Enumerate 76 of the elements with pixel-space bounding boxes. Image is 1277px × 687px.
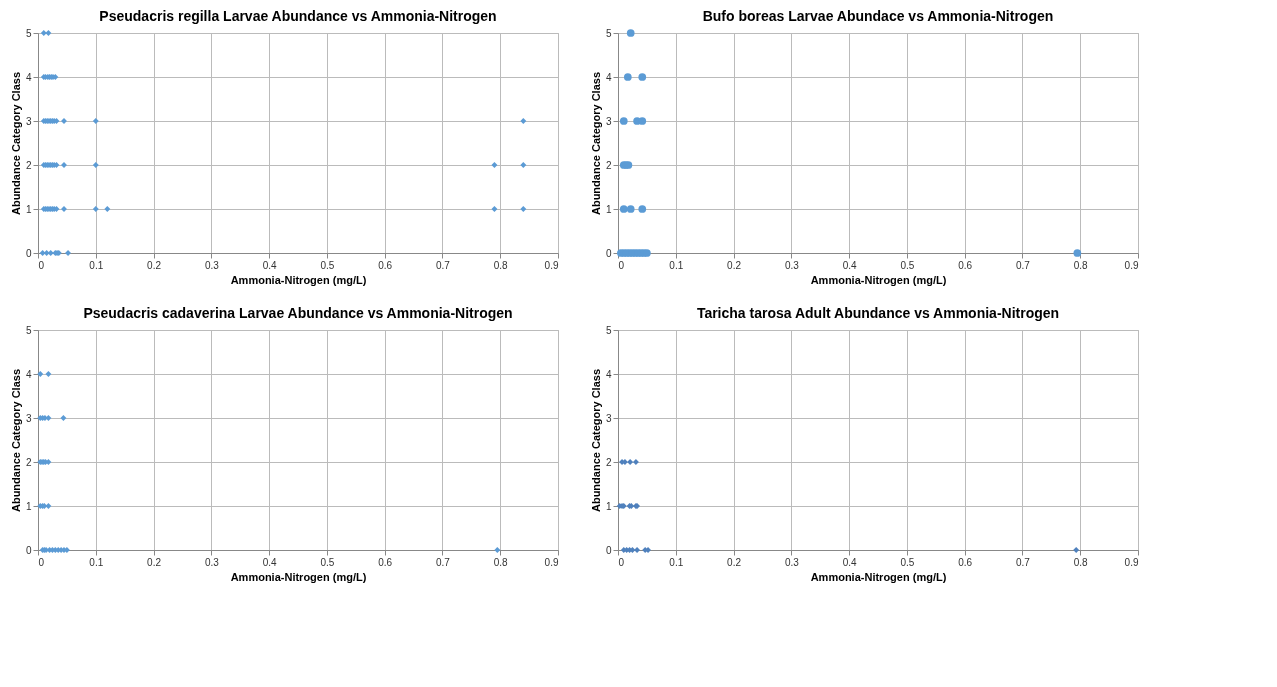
x-tick-label: 0.3	[784, 556, 800, 568]
x-axis-title: Ammonia-Nitrogen (mg/L)	[810, 273, 947, 286]
y-tick-label: 5	[605, 27, 612, 39]
x-tick-label: 0.3	[784, 259, 800, 271]
y-tick-label: 5	[25, 27, 32, 39]
y-tick-label: 5	[605, 324, 612, 336]
y-tick-label: 3	[605, 412, 612, 424]
x-tick-label: 0.3	[204, 259, 220, 271]
x-tick-label: 0.6	[958, 556, 973, 568]
x-axis-title: Ammonia-Nitrogen (mg/L)	[230, 273, 367, 286]
x-tick-label: 0.1	[89, 259, 104, 271]
chart-title: Pseudacris regilla Larvae Abundance vs Ammonia-Nitrogen	[99, 8, 497, 24]
x-tick-label: 0.9	[544, 259, 559, 271]
y-tick-label: 1	[605, 203, 612, 215]
x-tick-label: 0	[38, 556, 45, 568]
x-tick-label: 0.3	[204, 556, 220, 568]
x-tick-label: 0.2	[147, 259, 162, 271]
x-tick-label: 0.7	[435, 556, 451, 568]
y-tick-label: 4	[25, 368, 32, 380]
x-tick-label: 0.6	[958, 259, 973, 271]
x-tick-label: 0.7	[1015, 259, 1031, 271]
y-tick-label: 1	[605, 500, 612, 512]
y-tick-label: 4	[605, 71, 612, 83]
x-tick-label: 0.5	[320, 259, 335, 271]
x-tick-label: 0.2	[727, 556, 742, 568]
x-tick-label: 0.8	[1073, 259, 1089, 271]
x-tick-label: 0	[618, 556, 625, 568]
x-tick-label: 0	[38, 259, 45, 271]
x-tick-label: 0.8	[493, 259, 509, 271]
y-axis-title: Abundance Category Class	[9, 71, 22, 216]
x-tick-label: 0.7	[1015, 556, 1031, 568]
y-tick-label: 2	[25, 456, 32, 468]
y-axis-title: Abundance Category Class	[589, 71, 602, 216]
y-tick-label: 0	[25, 544, 32, 556]
x-tick-label: 0.6	[378, 556, 393, 568]
x-tick-label: 0.5	[900, 259, 915, 271]
chart-title: Bufo boreas Larvae Abundace vs Ammonia-Nitrogen	[702, 8, 1054, 24]
y-axis-title: Abundance Category Class	[9, 368, 22, 513]
y-tick-label: 2	[605, 456, 612, 468]
x-tick-label: 0.1	[89, 556, 104, 568]
x-tick-label: 0.2	[727, 259, 742, 271]
y-tick-label: 3	[605, 115, 612, 127]
x-tick-label: 0.2	[147, 556, 162, 568]
x-tick-label: 0.1	[669, 259, 684, 271]
x-tick-label: 0.7	[435, 259, 451, 271]
y-axis-title: Abundance Category Class	[589, 368, 602, 513]
y-tick-label: 2	[25, 159, 32, 171]
x-tick-label: 0.6	[378, 259, 393, 271]
y-tick-label: 5	[25, 324, 32, 336]
y-tick-label: 0	[605, 544, 612, 556]
y-tick-label: 4	[605, 368, 612, 380]
x-tick-label: 0	[618, 259, 625, 271]
x-tick-label: 0.5	[320, 556, 335, 568]
y-tick-label: 2	[605, 159, 612, 171]
x-tick-label: 0.4	[842, 556, 857, 568]
y-tick-label: 4	[25, 71, 32, 83]
x-tick-label: 0.9	[1124, 556, 1139, 568]
x-tick-label: 0.5	[900, 556, 915, 568]
x-axis-title: Ammonia-Nitrogen (mg/L)	[810, 570, 947, 583]
chart-title: Taricha tarosa Adult Abundance vs Ammonia-Nitrogen	[696, 305, 1060, 321]
x-tick-label: 0.4	[262, 556, 277, 568]
x-tick-label: 0.9	[1124, 259, 1139, 271]
x-tick-label: 0.9	[544, 556, 559, 568]
y-tick-label: 0	[605, 247, 612, 259]
x-tick-label: 0.4	[262, 259, 277, 271]
y-tick-label: 3	[25, 115, 32, 127]
x-tick-label: 0.8	[493, 556, 509, 568]
y-tick-label: 0	[25, 247, 32, 259]
y-tick-label: 1	[25, 203, 32, 215]
y-tick-label: 3	[25, 412, 32, 424]
x-axis-title: Ammonia-Nitrogen (mg/L)	[230, 570, 367, 583]
x-tick-label: 0.8	[1073, 556, 1089, 568]
y-tick-label: 1	[25, 500, 32, 512]
x-tick-label: 0.4	[842, 259, 857, 271]
chart-title: Pseudacris cadaverina Larvae Abundance vs Ammonia-Nitrogen	[83, 305, 513, 321]
x-tick-label: 0.1	[669, 556, 684, 568]
